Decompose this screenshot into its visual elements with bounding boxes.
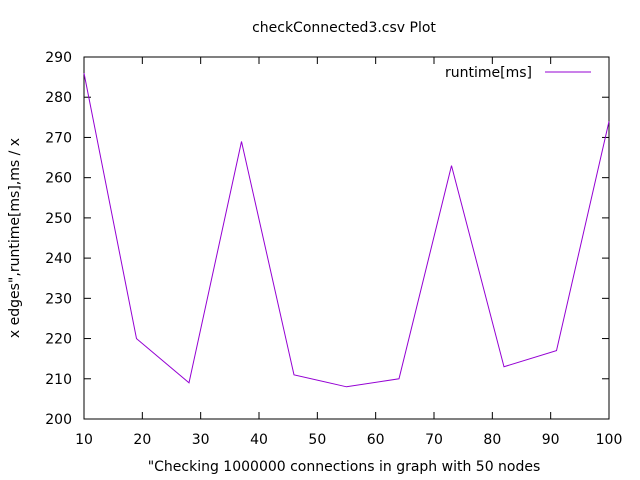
x-tick-label: 10 <box>75 432 93 448</box>
x-tick-label: 60 <box>367 432 385 448</box>
x-tick-label: 90 <box>542 432 560 448</box>
x-axis-label: "Checking 1000000 connections in graph w… <box>148 459 541 475</box>
y-tick-label: 210 <box>45 372 72 388</box>
y-tick-label: 230 <box>45 291 72 307</box>
plot-frame <box>83 56 610 420</box>
y-tick-label: 220 <box>45 332 72 348</box>
y-axis: 200 210 220 230 240 250 260 270 280 290 <box>45 50 609 428</box>
series-layer <box>83 73 610 388</box>
legend: runtime[ms] <box>445 65 591 81</box>
x-tick-label: 100 <box>596 432 623 448</box>
y-axis-label: x edges",runtime[ms],ms / x <box>7 138 23 338</box>
y-tick-label: 200 <box>45 412 72 428</box>
y-tick-label: 250 <box>45 211 72 227</box>
x-tick-label: 40 <box>250 432 268 448</box>
x-tick-label: 20 <box>133 432 151 448</box>
y-tick-label: 260 <box>45 171 72 187</box>
legend-label: runtime[ms] <box>445 65 532 81</box>
y-tick-label: 290 <box>45 50 72 66</box>
chart-title: checkConnected3.csv Plot <box>252 20 436 36</box>
x-tick-label: 30 <box>192 432 210 448</box>
y-tick-label: 240 <box>45 251 72 267</box>
x-axis: 10 20 30 40 50 60 70 80 90 100 <box>75 57 622 448</box>
x-tick-label: 80 <box>483 432 501 448</box>
y-tick-label: 280 <box>45 90 72 106</box>
x-tick-label: 50 <box>308 432 326 448</box>
series-line <box>83 73 610 388</box>
y-tick-label: 270 <box>45 130 72 146</box>
x-tick-label: 70 <box>425 432 443 448</box>
